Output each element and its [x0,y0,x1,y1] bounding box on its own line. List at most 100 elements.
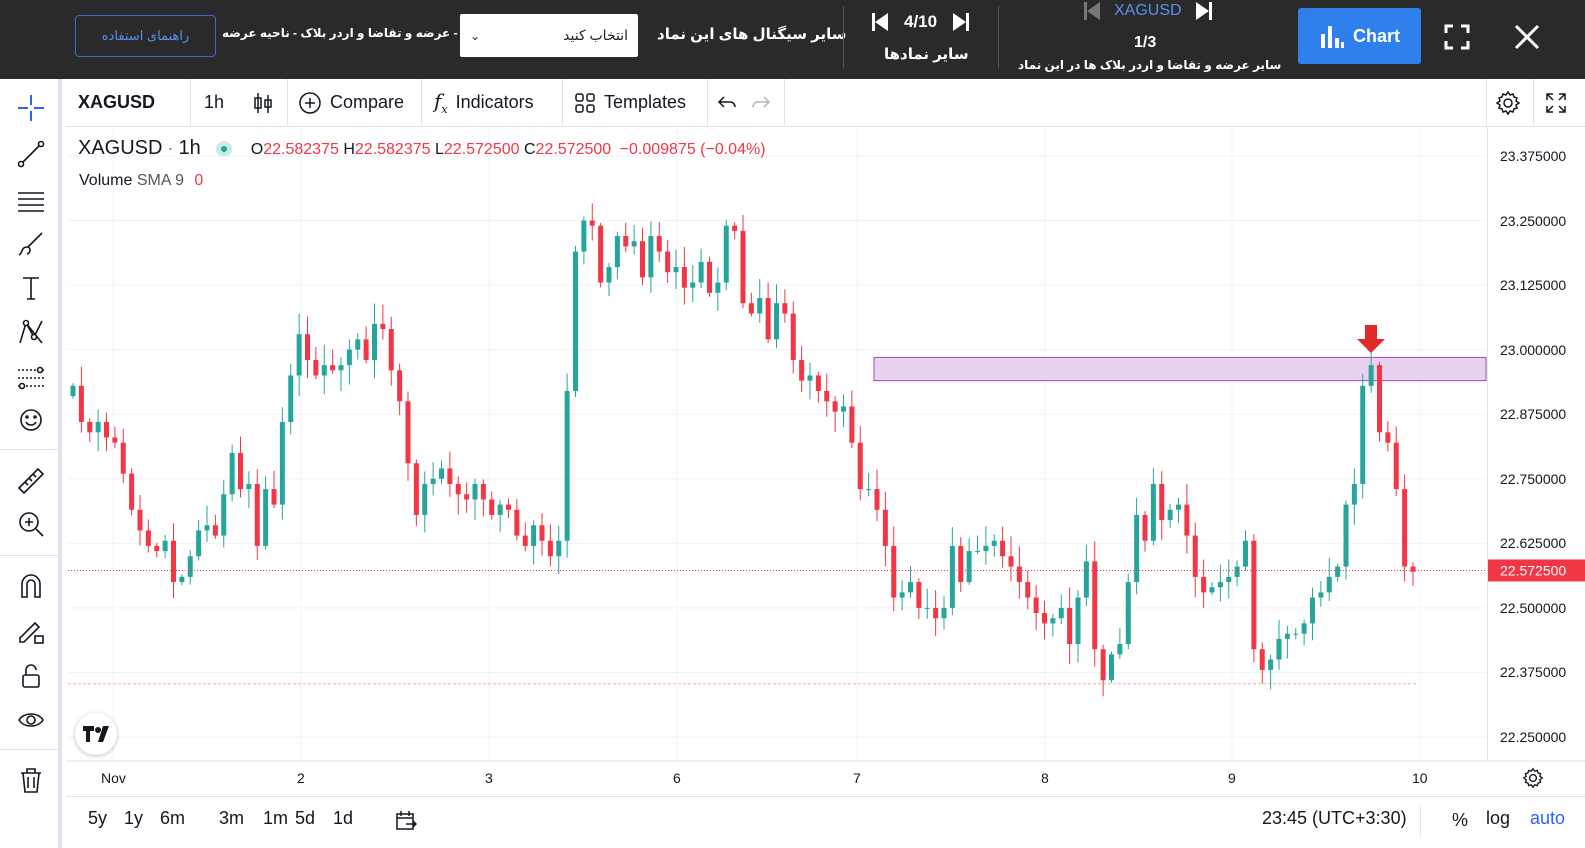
candle [539,513,545,556]
price-axis[interactable]: 23.375000 23.250000 23.125000 23.000000 22.8… [1487,127,1585,761]
signal-select-value: انتخاب کنید [563,27,628,43]
text-tool-icon[interactable] [14,271,48,305]
auto-toggle[interactable]: auto [1530,808,1566,828]
range-button-1d[interactable]: 1d [333,808,354,828]
drawing-toolbar [0,79,62,848]
next-symbol-icon[interactable] [953,13,970,31]
candle [949,527,955,616]
signal-select[interactable]: ⌄ انتخاب کنید [460,14,638,57]
candle [606,262,612,297]
candle [740,215,746,309]
compare-button[interactable]: Compare [298,79,404,126]
pattern-tool-icon[interactable] [14,315,48,349]
unlock-icon[interactable] [14,659,48,693]
candle [757,278,763,323]
candle [1000,526,1006,568]
candle [1226,559,1232,599]
candle [681,246,687,305]
candle [1125,573,1131,650]
date-range-icon[interactable] [394,809,418,833]
undo-icon[interactable] [716,79,738,126]
candle [229,444,235,502]
range-button-3m[interactable]: 3m [219,808,245,828]
settings-gear-icon[interactable] [1495,79,1521,126]
chart-legend: XAGUSD · 1h O22.582375 H22.582375 L22.57… [78,137,766,159]
templates-button[interactable]: Templates [574,79,686,126]
y-tick-label: 22.250000 [1500,729,1567,745]
chart-button[interactable]: Chart [1298,8,1421,64]
candle [154,542,160,558]
close-icon[interactable] [1514,24,1540,50]
candle [707,256,712,297]
y-tick-label: 23.375000 [1500,148,1567,164]
magnet-icon[interactable] [14,569,48,603]
range-button-5y[interactable]: 5y [88,808,108,828]
candle [187,550,193,585]
x-tick-label: 8 [1041,770,1049,786]
brush-icon[interactable] [14,227,48,261]
candle [1251,534,1257,663]
supply-zone [873,356,1487,382]
candle [1259,642,1265,684]
candle [941,596,947,630]
axis-settings-gear-icon[interactable] [1522,767,1544,789]
crosshair-icon[interactable] [14,91,48,125]
timezone-label[interactable]: 23:45 (UTC+3:30) [1262,808,1407,828]
x-tick-label: 10 [1412,770,1428,786]
trash-icon[interactable] [14,763,48,797]
candle [1109,651,1114,683]
candle [78,366,84,433]
usage-guide-button[interactable]: راهنمای استفاده [75,15,216,57]
candle [145,519,151,553]
candle [815,371,821,403]
trend-line-icon[interactable] [14,137,48,171]
prev-symbol-icon[interactable] [872,13,888,31]
expand-icon[interactable] [1544,79,1568,126]
symbol-search[interactable]: XAGUSD [78,92,156,112]
redo-icon[interactable] [750,79,772,126]
zoom-in-icon[interactable] [14,507,48,541]
divider [998,6,999,68]
candle-type-icon[interactable] [252,79,274,126]
lock-drawing-icon[interactable] [14,614,48,648]
log-toggle[interactable]: log [1486,808,1511,828]
eye-icon[interactable] [14,703,48,737]
y-tick-label: 22.500000 [1500,599,1567,616]
range-button-6m[interactable]: 6m [160,808,186,828]
prev-zone-icon[interactable] [1084,2,1100,20]
fib-retracement-icon[interactable] [14,183,48,217]
candle [573,245,578,397]
next-zone-icon[interactable] [1195,2,1212,20]
range-button-5d[interactable]: 5d [295,808,316,828]
y-tick-label: 22.750000 [1500,470,1567,487]
candle [447,451,453,497]
price-change: −0.009875 (−0.04%) [619,141,766,158]
ruler-icon[interactable] [14,464,48,498]
candle [246,471,252,508]
candle [497,499,503,533]
fullscreen-icon[interactable] [1444,24,1470,50]
candle [1351,468,1357,525]
indicators-button[interactable]: fx Indicators [434,79,534,126]
interval-selector[interactable]: 1h [204,92,225,112]
candle [631,224,637,255]
x-tick-label: 6 [673,770,681,786]
candle [1025,570,1031,610]
range-button-1m[interactable]: 1m [263,808,289,828]
candle [1310,587,1315,641]
candle [640,227,645,286]
bar-chart-icon [1320,26,1344,48]
emoji-icon[interactable] [14,403,48,437]
divider [1420,805,1421,837]
prediction-tool-icon[interactable] [14,361,48,395]
candle [1201,559,1207,608]
y-tick-label: 22.875000 [1500,406,1567,423]
range-button-1y[interactable]: 1y [124,808,144,828]
percent-toggle[interactable]: % [1452,810,1469,830]
tradingview-logo-icon[interactable] [75,713,117,755]
candle [1192,522,1198,598]
candle [782,289,788,323]
candle [924,588,930,619]
candle [849,390,855,449]
